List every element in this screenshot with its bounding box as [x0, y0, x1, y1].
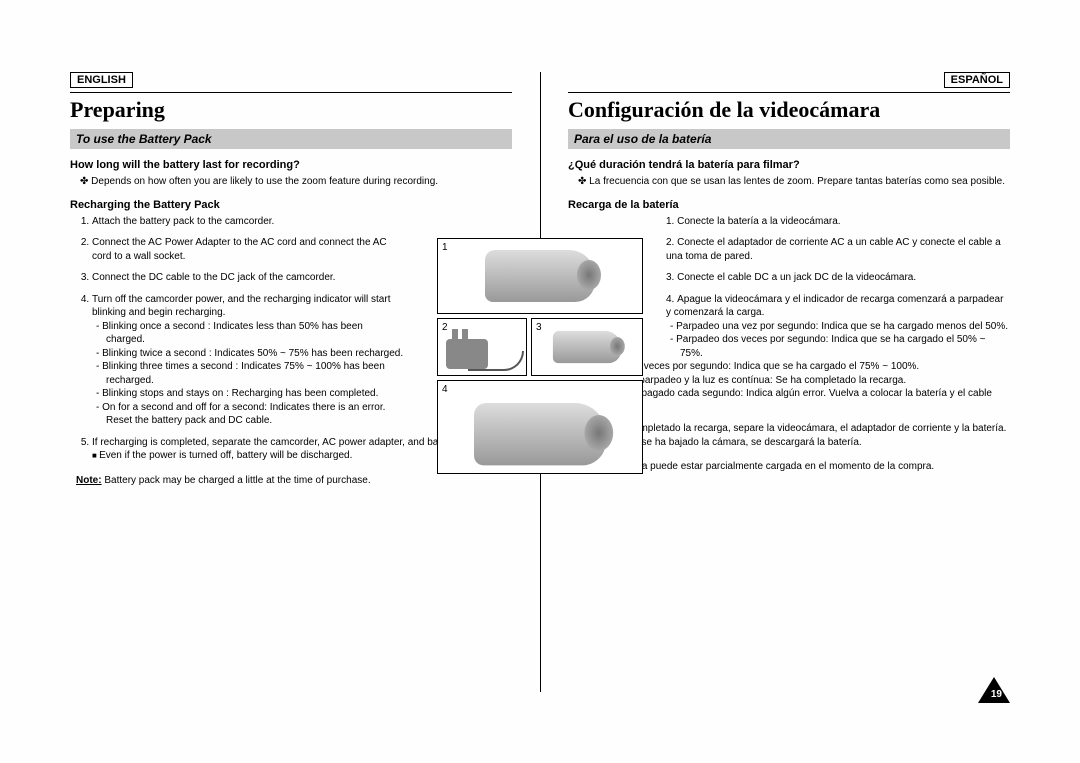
language-label-spanish: ESPAÑOL	[944, 72, 1010, 88]
cord-icon	[468, 351, 524, 371]
step-text: Turn off the camcorder power, and the re…	[92, 294, 390, 319]
rule-line	[70, 92, 512, 93]
bullet-list-right: La frecuencia con que se usan las lentes…	[568, 175, 1010, 189]
step-item: Conecte el cable DC a un jack DC de la v…	[666, 271, 1010, 285]
step-item: Attach the battery pack to the camcorder…	[92, 215, 512, 229]
dash-item: Parpadeo una vez por segundo: Indica que…	[582, 320, 1010, 334]
section-heading-right: Para el uso de la batería	[568, 129, 1010, 149]
step-text: Attach the battery pack to the camcorder…	[92, 216, 274, 227]
chapter-title-right: Configuración de la videocámara	[568, 97, 1010, 123]
figure-2: 2	[437, 318, 527, 376]
page-number: 19	[991, 689, 1002, 700]
dash-item: Blinking twice a second : Indicates 50% …	[106, 347, 404, 361]
subheading-recharge-right: Recarga de la batería	[568, 199, 1010, 211]
step-item: Apague la videocámara y el indicador de …	[666, 293, 1010, 415]
figure-stack: 1 2 3 4 OFF	[437, 238, 643, 474]
note-left: Note: Battery pack may be charged a litt…	[70, 475, 512, 486]
dash-item: Blinking three times a second : Indicate…	[106, 360, 404, 387]
note-text: La batería puede estar parcialmente carg…	[602, 461, 934, 472]
figure-4: 4 OFF	[437, 380, 643, 474]
step-text: Conecte el cable DC a un jack DC de la v…	[677, 272, 916, 283]
note-label: Note:	[76, 475, 102, 486]
figure-3: 3	[531, 318, 643, 376]
section-heading-left: To use the Battery Pack	[70, 129, 512, 149]
step-text: Apague la videocámara y el indicador de …	[666, 294, 1003, 319]
dash-item: Parpadeo dos veces por segundo: Indica q…	[582, 333, 1010, 360]
camcorder-icon	[485, 250, 595, 302]
camcorder-icon	[474, 403, 606, 465]
language-label-english: ENGLISH	[70, 72, 133, 88]
question-heading-right: ¿Qué duración tendrá la batería para fil…	[568, 159, 1010, 171]
step-text: Conecte la batería a la videocámara.	[677, 216, 840, 227]
step-text: Conecte el adaptador de corriente AC a u…	[666, 237, 1001, 262]
figure-number: 3	[536, 322, 542, 333]
dash-list: Blinking once a second : Indicates less …	[92, 320, 404, 428]
figure-number: 2	[442, 322, 448, 333]
figure-number: 4	[442, 384, 448, 395]
step-item: Conecte el adaptador de corriente AC a u…	[666, 236, 1010, 263]
figure-1: 1	[437, 238, 643, 314]
step-text: Connect the AC Power Adapter to the AC c…	[92, 237, 387, 262]
camcorder-icon	[553, 331, 621, 363]
dash-item: Blinking stops and stays on : Recharging…	[106, 387, 404, 401]
square-list: Incluso si se ha bajado la cámara, se de…	[590, 436, 1010, 450]
rule-line	[568, 92, 1010, 93]
dash-item: Se detiene el parpadeo y la luz es contí…	[582, 374, 1010, 388]
square-item: Incluso si se ha bajado la cámara, se de…	[604, 436, 1010, 450]
step-text: Connect the DC cable to the DC jack of t…	[92, 272, 335, 283]
bullet-list-left: Depends on how often you are likely to u…	[70, 175, 512, 189]
bullet-item: La frecuencia con que se usan las lentes…	[578, 175, 1010, 189]
figure-row: 2 3	[437, 318, 643, 376]
step-item: Conecte la batería a la videocámara.	[666, 215, 1010, 229]
dash-item: On for a second and off for a second: In…	[106, 401, 404, 428]
step-text: If recharging is completed, separate the…	[92, 437, 484, 448]
subheading-recharge-left: Recharging the Battery Pack	[70, 199, 512, 211]
figure-number: 1	[442, 242, 448, 253]
dash-item: Blinking once a second : Indicates less …	[106, 320, 404, 347]
bullet-item: Depends on how often you are likely to u…	[80, 175, 512, 189]
note-text: Battery pack may be charged a little at …	[104, 475, 370, 486]
question-heading-left: How long will the battery last for recor…	[70, 159, 512, 171]
dash-item: Encendido y apagado cada segundo: Indica…	[582, 387, 1010, 414]
chapter-title-left: Preparing	[70, 97, 512, 123]
dash-item: Parpadeo tres veces por segundo: Indica …	[582, 360, 1010, 374]
step-text: Si se ha completado la recarga, separe l…	[590, 423, 1006, 434]
